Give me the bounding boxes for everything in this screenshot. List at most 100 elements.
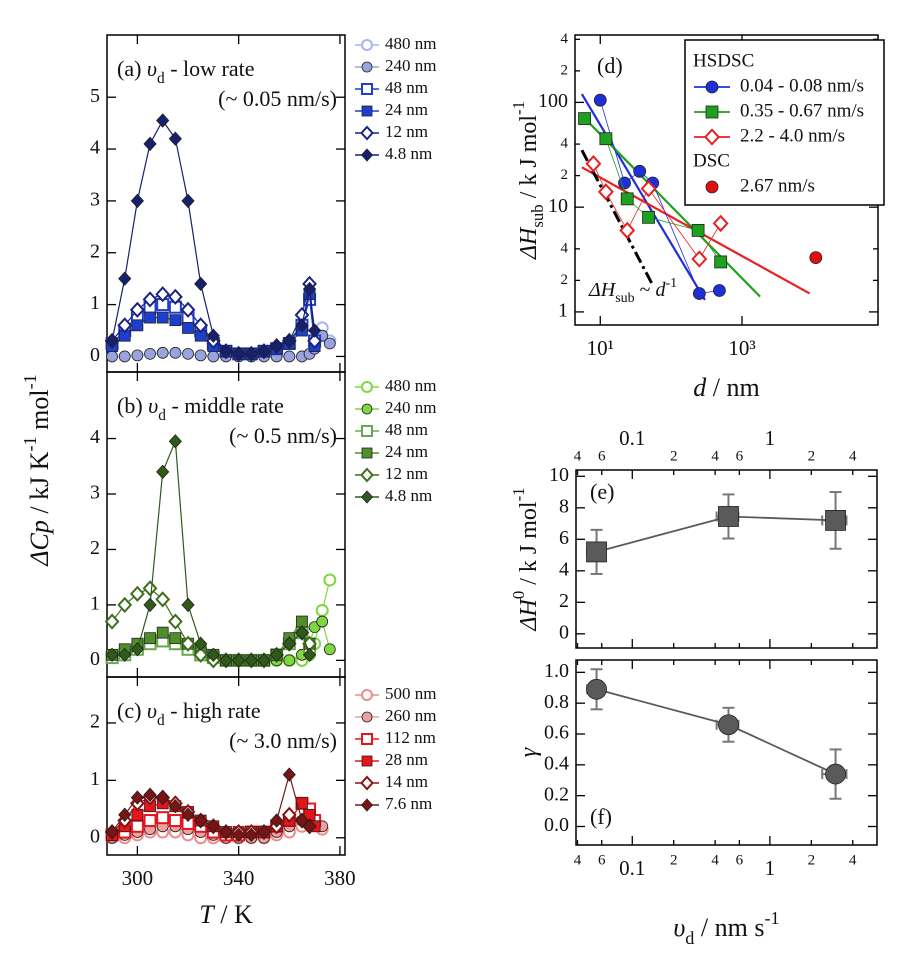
y-tick-label: 2: [561, 62, 569, 78]
x-tick-label: 2: [670, 852, 678, 868]
x-tick-label: 4: [574, 852, 582, 868]
marker: [143, 136, 157, 152]
legend-label: 260 nm: [385, 706, 436, 725]
legend-label: 0.04 - 0.08 nm/s: [740, 75, 864, 96]
marker: [714, 255, 728, 269]
marker: [194, 349, 207, 362]
marker: [105, 333, 119, 349]
marker: [143, 597, 157, 613]
x-tick-label: 2: [670, 448, 678, 464]
legend-label: 480 nm: [385, 34, 436, 53]
text-part: T: [199, 900, 215, 929]
panel-subtitle: (~ 3.0 nm/s): [229, 728, 337, 753]
y-tick-label: 4: [90, 137, 100, 159]
y-tick-label: 6: [559, 527, 569, 549]
marker: [194, 813, 208, 828]
text-part: υ: [673, 913, 685, 942]
text-part: / nm: [706, 373, 759, 402]
text-part: d: [157, 712, 165, 729]
marker: [361, 755, 373, 767]
text-part: (c): [117, 698, 147, 723]
y-tick-label: 1: [558, 300, 568, 322]
legend-label: 112 nm: [385, 728, 436, 747]
y-tick-label: 3: [90, 482, 100, 504]
marker: [156, 464, 170, 480]
marker: [194, 636, 208, 651]
legend-label: 4.8 nm: [385, 144, 432, 163]
marker: [181, 597, 195, 613]
marker: [360, 775, 374, 791]
x-tick-label: 300: [122, 866, 154, 890]
y-tick-label: 0: [559, 621, 569, 643]
marker: [586, 678, 607, 700]
marker: [232, 346, 246, 362]
legend-label: 14 nm: [385, 772, 428, 791]
marker: [691, 250, 708, 268]
text-part: 0: [509, 591, 528, 599]
marker: [156, 311, 169, 324]
marker: [361, 83, 373, 95]
marker: [360, 490, 374, 504]
y-axis-label: ΔH0 / k J mol-1: [509, 487, 541, 631]
marker: [713, 284, 726, 297]
marker: [129, 585, 145, 602]
marker: [169, 314, 182, 327]
marker: [194, 276, 208, 292]
text-part: γ: [516, 747, 542, 757]
text-part: ΔH: [516, 597, 542, 631]
text-part: -1: [665, 276, 677, 291]
marker: [206, 328, 220, 343]
marker: [130, 790, 144, 805]
marker: [156, 626, 169, 639]
marker: [244, 653, 258, 668]
x-tick-label: 4: [711, 448, 719, 464]
y-tick-label: 3: [90, 189, 100, 211]
marker: [599, 132, 613, 146]
text-part: -1: [20, 374, 40, 389]
marker: [219, 824, 233, 840]
y-axis-label: γ: [516, 747, 542, 757]
y-tick-label: 0: [90, 344, 100, 366]
marker: [618, 176, 631, 190]
legend-label: 24 nm: [385, 100, 428, 119]
marker: [281, 806, 297, 823]
marker: [295, 813, 309, 828]
marker: [130, 819, 144, 833]
panel-subtitle: (~ 0.5 nm/s): [229, 423, 337, 448]
marker: [296, 797, 308, 810]
marker: [105, 824, 119, 840]
marker: [181, 807, 195, 822]
panel-title: (e): [590, 479, 614, 504]
text-part: sub: [528, 204, 547, 227]
marker: [619, 221, 636, 240]
panel-title: (a) υd - low rate: [117, 56, 255, 87]
marker: [168, 434, 182, 449]
marker: [180, 301, 196, 318]
marker: [144, 632, 156, 645]
marker: [155, 286, 171, 303]
text-part: (a): [117, 56, 147, 81]
marker: [118, 807, 132, 822]
x-tick-label: 6: [598, 852, 606, 868]
text-part: / k J mol: [516, 501, 542, 591]
marker: [316, 615, 329, 628]
y-tick-label: 1: [90, 593, 100, 615]
text-part: - high rate: [165, 698, 261, 723]
y-tick-label: 4: [561, 31, 569, 47]
panel-title: (c) υd - high rate: [117, 698, 261, 729]
marker: [104, 613, 120, 630]
marker: [180, 635, 196, 652]
legend-label: 480 nm: [385, 376, 436, 395]
y-tick-label: 2: [90, 240, 100, 262]
marker: [361, 39, 373, 51]
x-tick-label: 10¹: [587, 336, 614, 360]
x-axis-label: T / K: [199, 900, 253, 929]
y-tick-label: 1: [90, 292, 100, 314]
marker: [168, 799, 182, 814]
text-part: d: [157, 70, 165, 87]
marker: [257, 344, 271, 359]
text-part: d: [158, 407, 166, 424]
y-tick-label: 4: [90, 426, 100, 448]
marker: [142, 580, 158, 597]
legend-box: [684, 39, 885, 206]
